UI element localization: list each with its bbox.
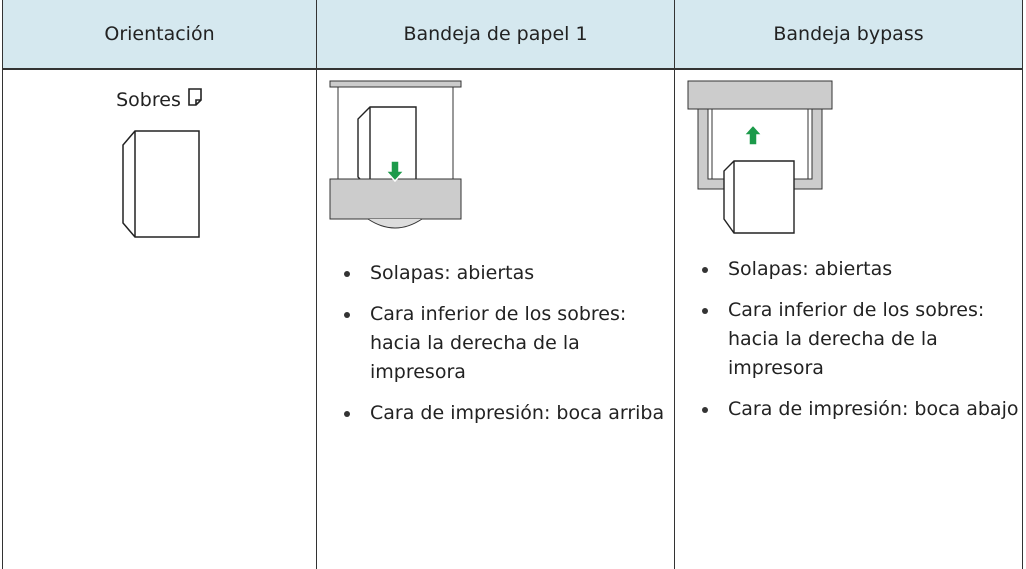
list-item: Cara de impresión: boca arriba — [344, 399, 673, 428]
tray1-illustration — [329, 80, 462, 229]
list-item: Cara inferior de los sobres: hacia la de… — [344, 300, 673, 387]
header-cell: Bandeja bypass — [674, 0, 1023, 70]
header-cell: Bandeja de papel 1 — [316, 0, 675, 70]
header-cell: Orientación — [2, 0, 317, 70]
body-row: Sobres Solapas: abiertas Cara inferior d… — [2, 69, 1023, 569]
header-row: Orientación Bandeja de papel 1 Bandeja b… — [2, 0, 1023, 70]
tray1-list: Solapas: abiertas Cara inferior de los s… — [318, 259, 673, 428]
bypass-cell: Solapas: abiertas Cara inferior de los s… — [674, 69, 1023, 569]
bypass-illustration — [687, 80, 833, 234]
list-item: Solapas: abiertas — [702, 255, 1021, 284]
list-item: Cara de impresión: boca abajo — [702, 395, 1021, 424]
envelope-illustration — [121, 130, 200, 238]
list-item: Cara inferior de los sobres: hacia la de… — [702, 296, 1021, 383]
envelope-icon — [188, 88, 202, 106]
orientation-label: Sobres — [116, 89, 181, 111]
orientation-cell: Sobres — [2, 69, 317, 569]
tray1-cell: Solapas: abiertas Cara inferior de los s… — [316, 69, 675, 569]
list-item: Solapas: abiertas — [344, 259, 673, 288]
bypass-list: Solapas: abiertas Cara inferior de los s… — [676, 255, 1021, 424]
